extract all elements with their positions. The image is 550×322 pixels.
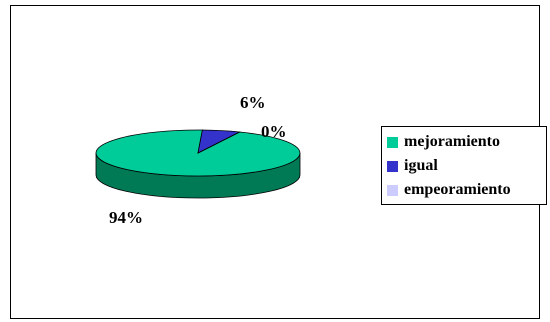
legend-item-igual: igual	[387, 154, 542, 178]
data-label-94: 94%	[109, 208, 143, 228]
legend-label-empeoramiento: empeoramiento	[404, 181, 511, 199]
legend-item-empeoramiento: empeoramiento	[387, 178, 542, 202]
legend: mejoramiento igual empeoramiento	[381, 126, 547, 205]
legend-swatch-mejoramiento	[387, 137, 398, 148]
data-label-0: 0%	[261, 122, 287, 142]
legend-label-mejoramiento: mejoramiento	[404, 133, 500, 151]
legend-swatch-igual	[387, 161, 398, 172]
legend-label-igual: igual	[404, 157, 438, 175]
legend-swatch-empeoramiento	[387, 185, 398, 196]
legend-item-mejoramiento: mejoramiento	[387, 130, 542, 154]
data-label-6: 6%	[240, 93, 266, 113]
